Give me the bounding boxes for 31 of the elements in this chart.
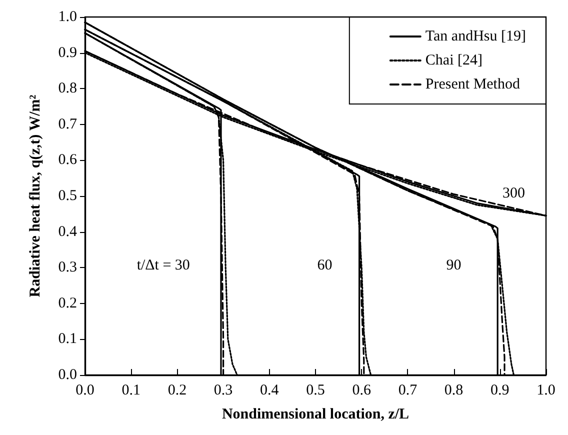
x-tick-label: 0.5 <box>306 382 325 398</box>
y-tick-label: 0.7 <box>58 116 78 132</box>
y-tick-label: 0.2 <box>58 295 77 312</box>
y-tick-label: 0.0 <box>58 367 77 383</box>
x-tick-label: 0.0 <box>76 382 94 398</box>
annotation: t/Δt = 30 <box>136 257 190 274</box>
legend-label: Tan andHsu [19] <box>425 28 526 44</box>
y-tick-label: 1.0 <box>58 9 77 25</box>
annotation: 90 <box>446 257 462 274</box>
y-axis-title: Radiative heat flux, q(z,t) W/m² <box>28 94 44 298</box>
x-tick-label: 0.9 <box>490 382 510 398</box>
y-tick-label: 0.5 <box>58 188 77 204</box>
annotation: 300 <box>502 185 525 202</box>
x-tick-label: 0.7 <box>398 382 418 398</box>
y-tick-label: 0.8 <box>58 80 77 97</box>
y-tick-label: 0.1 <box>58 331 77 348</box>
annotation: 60 <box>317 257 332 274</box>
x-tick-label: 1.0 <box>536 382 556 398</box>
x-tick-label: 0.6 <box>352 382 372 398</box>
x-axis-title: Nondimensional location, z/L <box>222 406 410 422</box>
x-tick-label: 0.2 <box>168 382 187 398</box>
y-tick-label: 0.6 <box>58 152 78 168</box>
legend-label: Present Method <box>425 76 520 92</box>
x-tick-label: 0.8 <box>444 382 464 398</box>
x-tick-label: 0.3 <box>214 382 233 398</box>
y-tick-label: 0.3 <box>58 260 77 276</box>
x-tick-label: 0.4 <box>260 382 280 398</box>
legend-label: Chai [24] <box>425 52 482 68</box>
y-tick-label: 0.9 <box>58 44 77 61</box>
y-tick-label: 0.4 <box>58 224 78 240</box>
x-tick-label: 0.1 <box>122 382 140 398</box>
